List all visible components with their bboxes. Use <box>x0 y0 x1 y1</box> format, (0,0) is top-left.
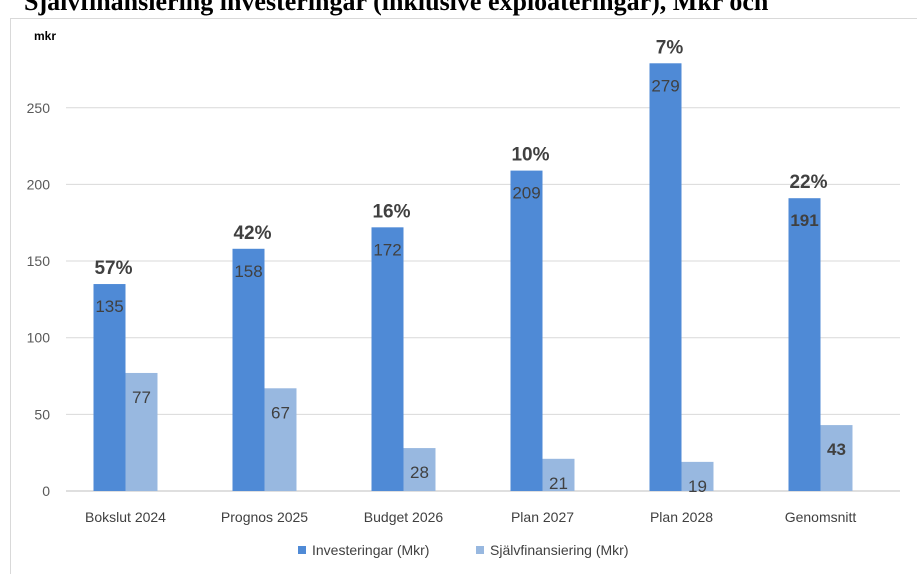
bar-investeringar <box>93 284 126 491</box>
bar-investeringar <box>788 198 821 491</box>
page-title: Självfinansiering investeringar (inklusi… <box>24 0 769 16</box>
data-label-sjalvfinansiering: 43 <box>827 440 846 459</box>
legend: Investeringar (Mkr) Självfinansiering (Mk… <box>298 542 628 558</box>
bar-sjalvfinansiering <box>820 425 853 491</box>
bar-sjalvfinansiering <box>264 388 297 491</box>
bar-sjalvfinansiering <box>403 448 436 491</box>
legend-swatch <box>476 546 484 554</box>
bar-investeringar <box>232 248 265 491</box>
y-tick-label: 150 <box>27 253 51 269</box>
y-tick-label: 0 <box>42 483 50 499</box>
y-tick-label: 250 <box>27 100 51 116</box>
grid-lines <box>66 107 900 492</box>
data-label-sjalvfinansiering: 77 <box>132 388 151 407</box>
x-tick-label: Prognos 2025 <box>221 509 308 525</box>
x-axis: Bokslut 2024 Prognos 2025 Budget 2026 Plan … <box>85 509 856 525</box>
percent-label: 10% <box>511 145 549 166</box>
data-label-investeringar: 279 <box>651 76 679 95</box>
percent-label: 22% <box>789 172 827 193</box>
x-tick-label: Plan 2028 <box>650 509 713 525</box>
data-label-investeringar: 172 <box>373 240 401 259</box>
legend-label: Självfinansiering (Mkr) <box>490 542 628 558</box>
percent-label: 7% <box>656 37 684 58</box>
legend-label: Investeringar (Mkr) <box>312 542 429 558</box>
percent-label: 16% <box>372 201 410 222</box>
x-tick-label: Genomsnitt <box>785 509 857 525</box>
data-label-sjalvfinansiering: 21 <box>549 474 568 493</box>
y-tick-label: 200 <box>27 176 51 192</box>
y-tick-label: 50 <box>34 406 50 422</box>
data-label-sjalvfinansiering: 28 <box>410 463 429 482</box>
data-label-investeringar: 158 <box>234 262 262 281</box>
legend-swatch <box>298 546 306 554</box>
data-label-sjalvfinansiering: 67 <box>271 403 290 422</box>
data-label-investeringar: 209 <box>512 184 540 203</box>
x-tick-label: Plan 2027 <box>511 509 574 525</box>
bars: 135 77 57% 158 67 42% 172 28 16% 209 21 10% 279 19 7% 1… <box>93 37 853 496</box>
y-unit-label: mkr <box>34 29 56 43</box>
bar-investeringar <box>371 227 404 491</box>
chart-frame <box>10 18 917 574</box>
data-label-sjalvfinansiering: 19 <box>688 477 707 496</box>
data-label-investeringar: 135 <box>95 297 123 316</box>
data-label-investeringar: 191 <box>790 211 818 230</box>
y-axis: mkr 0 50 100 150 200 250 <box>27 29 57 499</box>
bar-investeringar <box>649 63 682 491</box>
y-tick-label: 100 <box>27 330 51 346</box>
percent-label: 57% <box>94 258 132 279</box>
x-tick-label: Bokslut 2024 <box>85 509 166 525</box>
percent-label: 42% <box>233 223 271 244</box>
bar-sjalvfinansiering <box>681 461 714 491</box>
x-tick-label: Budget 2026 <box>364 509 444 525</box>
bar-sjalvfinansiering <box>542 458 575 491</box>
bar-sjalvfinansiering <box>125 372 158 491</box>
bar-investeringar <box>510 170 543 491</box>
